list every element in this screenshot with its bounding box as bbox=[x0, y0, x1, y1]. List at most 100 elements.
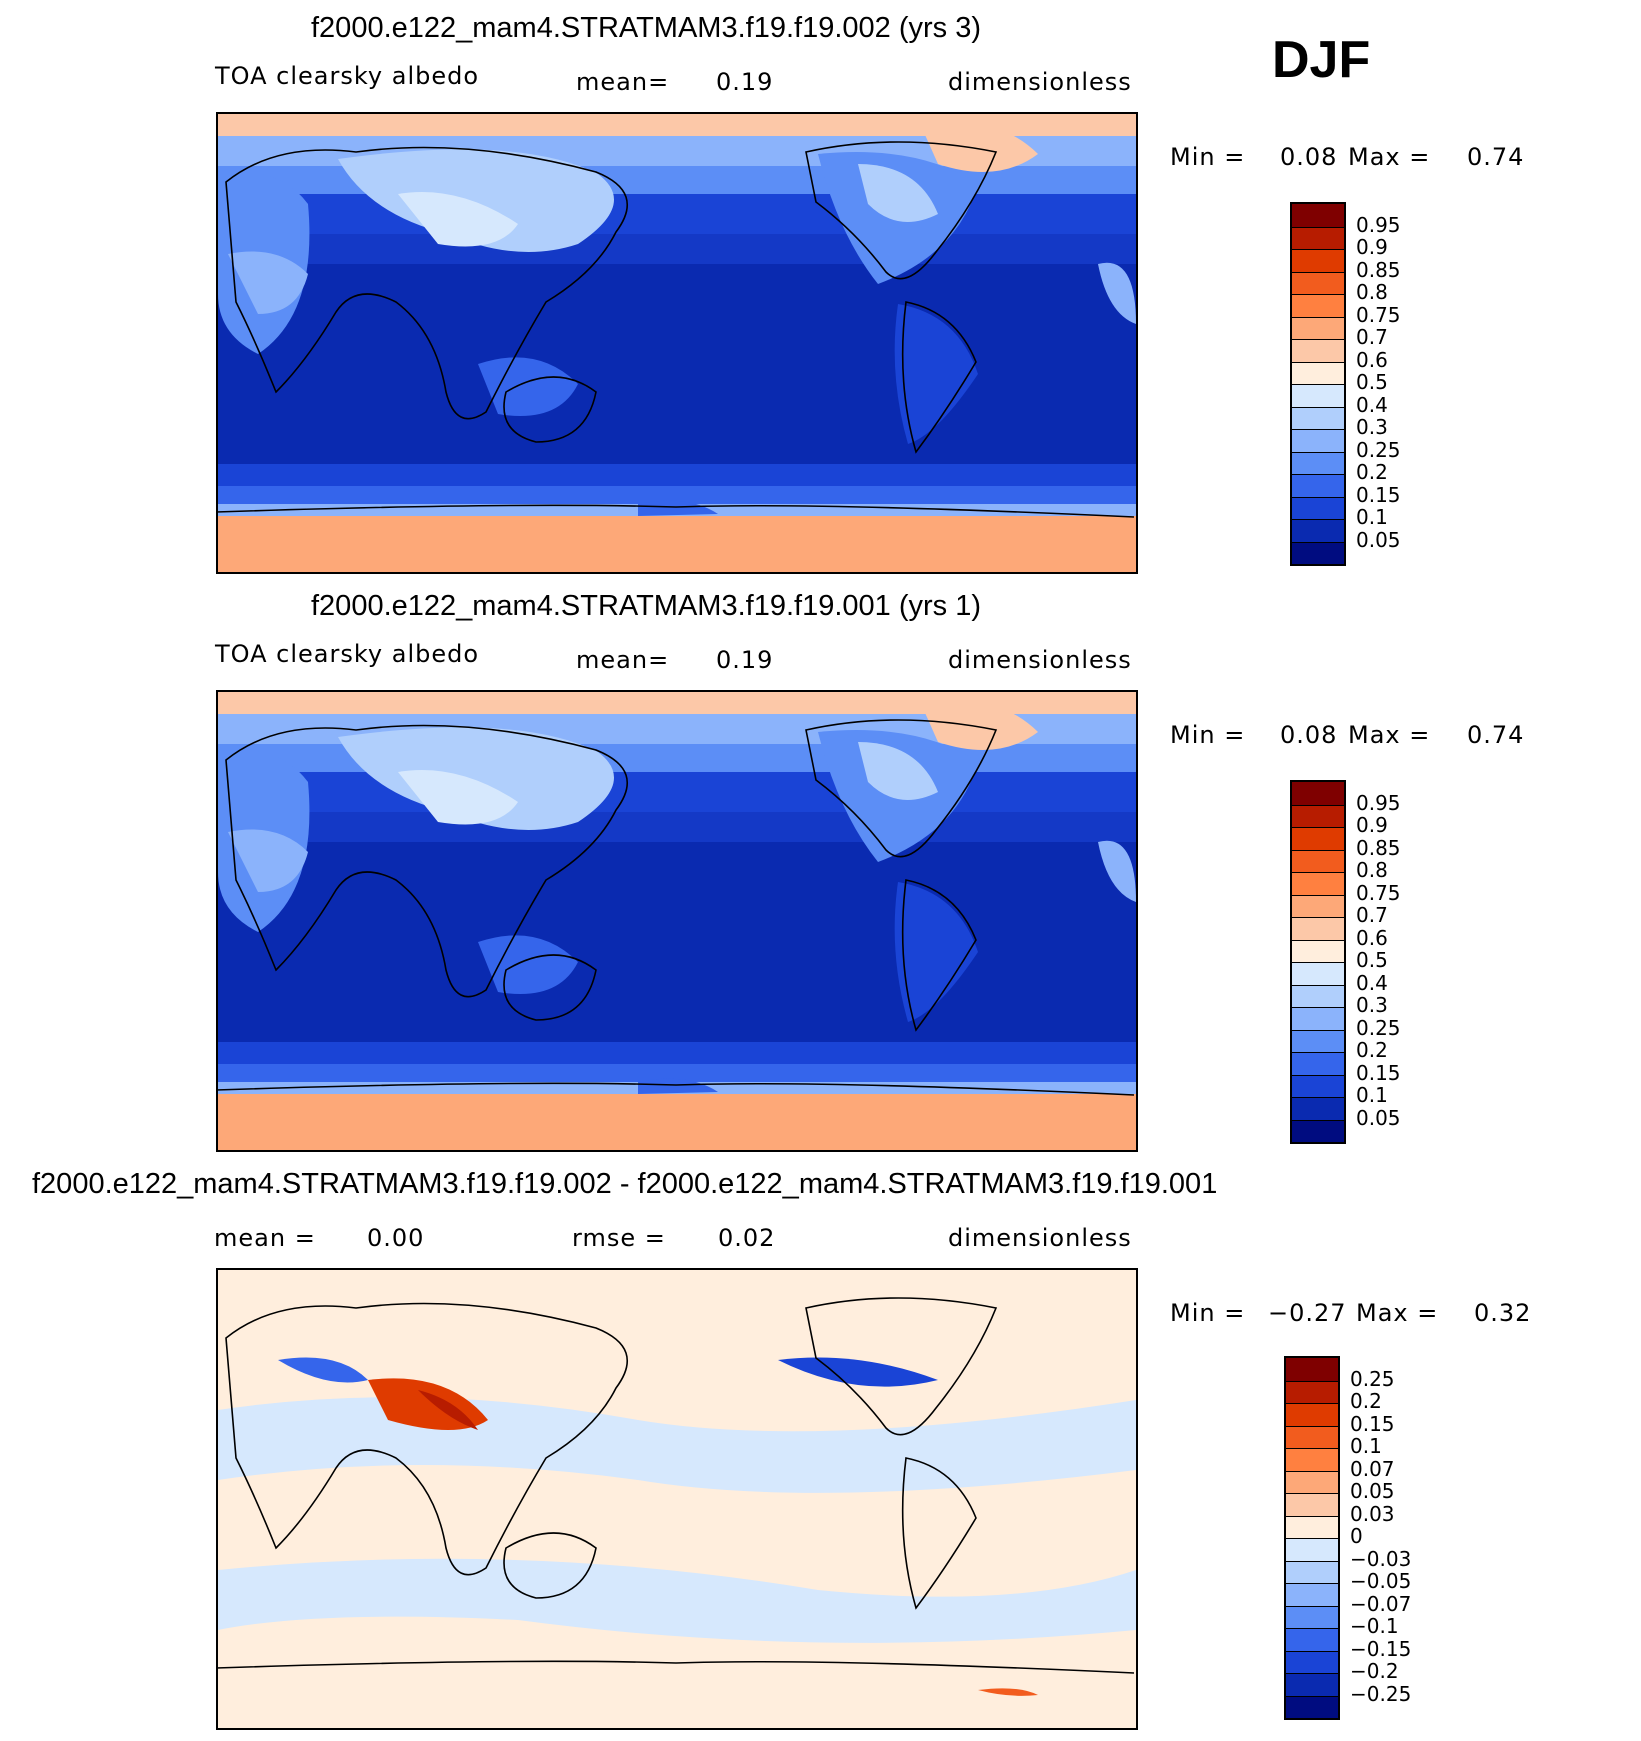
colorbar-tick-label: −0.1 bbox=[1350, 1614, 1399, 1638]
panel1-min-value: 0.08 bbox=[1280, 143, 1338, 171]
colorbar-tick-label: 0.8 bbox=[1356, 280, 1388, 304]
panel3-mean-value: 0.00 bbox=[367, 1224, 425, 1252]
colorbar-swatch bbox=[1286, 1695, 1338, 1718]
colorbar-swatch bbox=[1286, 1673, 1338, 1696]
panel3-max-label: Max = bbox=[1356, 1299, 1439, 1327]
colorbar-swatch bbox=[1286, 1605, 1338, 1628]
colorbar-swatch bbox=[1292, 294, 1344, 317]
colorbar-tick-label: 0.95 bbox=[1356, 790, 1401, 815]
panel3-rmse-value: 0.02 bbox=[718, 1224, 776, 1252]
panel3-title: f2000.e122_mam4.STRATMAM3.f19.f19.002 - … bbox=[32, 1168, 1218, 1200]
colorbar-swatch bbox=[1292, 361, 1344, 384]
colorbar-tick-label: 0.25 bbox=[1356, 437, 1401, 462]
colorbar-swatch bbox=[1286, 1493, 1338, 1516]
colorbar-swatch bbox=[1292, 204, 1344, 227]
season-label: DJF bbox=[1272, 31, 1371, 89]
colorbar-swatch bbox=[1292, 984, 1344, 1007]
colorbar-tick-label: 0.15 bbox=[1356, 482, 1401, 507]
colorbar-tick-label: 0.9 bbox=[1356, 813, 1388, 837]
colorbar-tick-label: 0.1 bbox=[1356, 1083, 1388, 1107]
colorbar-tick-label: 0.05 bbox=[1356, 1105, 1401, 1130]
panel3-map-field bbox=[218, 1270, 1136, 1728]
colorbar-tick-label: 0.1 bbox=[1356, 505, 1388, 529]
panel2-mean-label: mean= bbox=[576, 646, 670, 674]
colorbar-tick-label: 0.03 bbox=[1350, 1501, 1395, 1526]
colorbar-tick-label: 0.75 bbox=[1356, 302, 1401, 327]
colorbar-swatch bbox=[1286, 1538, 1338, 1561]
panel3-rmse-label: rmse = bbox=[572, 1224, 666, 1252]
panel2-coastlines bbox=[216, 719, 1134, 1096]
colorbar-swatch bbox=[1292, 451, 1344, 474]
panel1-colorbar bbox=[1290, 202, 1346, 566]
colorbar-swatch bbox=[1286, 1560, 1338, 1583]
colorbar-swatch bbox=[1292, 339, 1344, 362]
colorbar-swatch bbox=[1286, 1583, 1338, 1606]
panel3-min-label: Min = bbox=[1170, 1299, 1246, 1327]
panel2-min-value: 0.08 bbox=[1280, 721, 1338, 749]
colorbar-swatch bbox=[1292, 962, 1344, 985]
colorbar-swatch bbox=[1292, 271, 1344, 294]
panel1-map bbox=[216, 112, 1138, 574]
panel2-variable: TOA clearsky albedo bbox=[215, 640, 480, 668]
panel2-map bbox=[216, 690, 1138, 1152]
panel2-units: dimensionless bbox=[948, 646, 1132, 674]
colorbar-swatch bbox=[1292, 1074, 1344, 1097]
colorbar-tick-label: 0.3 bbox=[1356, 415, 1388, 439]
colorbar-tick-label: 0.5 bbox=[1356, 948, 1388, 972]
panel3-map bbox=[216, 1268, 1138, 1730]
panel3-colorbar bbox=[1284, 1356, 1340, 1720]
panel2-mean-value: 0.19 bbox=[716, 646, 774, 674]
colorbar-swatch bbox=[1292, 872, 1344, 895]
colorbar-tick-label: 0.7 bbox=[1356, 903, 1388, 927]
colorbar-tick-label: −0.25 bbox=[1350, 1681, 1412, 1706]
colorbar-tick-label: 0.5 bbox=[1356, 370, 1388, 394]
colorbar-tick-label: 0 bbox=[1350, 1524, 1363, 1548]
colorbar-swatch bbox=[1292, 406, 1344, 429]
panel1-mean-value: 0.19 bbox=[716, 68, 774, 96]
colorbar-tick-label: 0.75 bbox=[1356, 880, 1401, 905]
colorbar-swatch bbox=[1292, 804, 1344, 827]
colorbar-tick-label: 0.15 bbox=[1350, 1411, 1395, 1436]
colorbar-swatch bbox=[1292, 1007, 1344, 1030]
panel2-title: f2000.e122_mam4.STRATMAM3.f19.f19.001 (y… bbox=[311, 590, 981, 622]
colorbar-swatch bbox=[1292, 849, 1344, 872]
colorbar-swatch bbox=[1292, 1029, 1344, 1052]
colorbar-tick-label: 0.15 bbox=[1356, 1060, 1401, 1085]
colorbar-tick-label: −0.03 bbox=[1350, 1546, 1412, 1571]
panel3-units: dimensionless bbox=[948, 1224, 1132, 1252]
colorbar-swatch bbox=[1292, 541, 1344, 564]
panel1-coastlines bbox=[216, 141, 1134, 518]
colorbar-tick-label: 0.4 bbox=[1356, 392, 1388, 417]
colorbar-swatch bbox=[1286, 1403, 1338, 1426]
colorbar-swatch bbox=[1292, 226, 1344, 249]
panel1-units: dimensionless bbox=[948, 68, 1132, 96]
panel1-title: f2000.e122_mam4.STRATMAM3.f19.f19.002 (y… bbox=[311, 12, 981, 44]
colorbar-swatch bbox=[1292, 474, 1344, 497]
colorbar-tick-label: 0.1 bbox=[1350, 1434, 1382, 1458]
panel3-max-value: 0.32 bbox=[1474, 1299, 1532, 1327]
colorbar-swatch bbox=[1292, 1052, 1344, 1075]
colorbar-swatch bbox=[1292, 1119, 1344, 1142]
colorbar-swatch bbox=[1292, 384, 1344, 407]
colorbar-swatch bbox=[1292, 496, 1344, 519]
panel1-map-field bbox=[218, 114, 1136, 572]
colorbar-tick-label: 0.6 bbox=[1356, 925, 1388, 950]
colorbar-tick-label: 0.07 bbox=[1350, 1456, 1395, 1481]
colorbar-swatch bbox=[1286, 1380, 1338, 1403]
colorbar-tick-label: 0.05 bbox=[1350, 1479, 1395, 1503]
colorbar-swatch bbox=[1292, 519, 1344, 542]
colorbar-swatch bbox=[1286, 1515, 1338, 1538]
panel3-min-value: −0.27 bbox=[1268, 1299, 1347, 1327]
colorbar-swatch bbox=[1286, 1470, 1338, 1493]
colorbar-tick-label: 0.95 bbox=[1356, 212, 1401, 237]
colorbar-tick-label: 0.3 bbox=[1356, 993, 1388, 1017]
colorbar-tick-label: 0.85 bbox=[1356, 257, 1401, 282]
colorbar-swatch bbox=[1292, 249, 1344, 272]
colorbar-swatch bbox=[1292, 827, 1344, 850]
panel2-min-label: Min = bbox=[1170, 721, 1246, 749]
colorbar-swatch bbox=[1292, 1097, 1344, 1120]
colorbar-tick-label: −0.2 bbox=[1350, 1659, 1399, 1683]
panel2-max-label: Max = bbox=[1348, 721, 1431, 749]
panel1-variable: TOA clearsky albedo bbox=[215, 62, 480, 90]
colorbar-swatch bbox=[1292, 782, 1344, 805]
